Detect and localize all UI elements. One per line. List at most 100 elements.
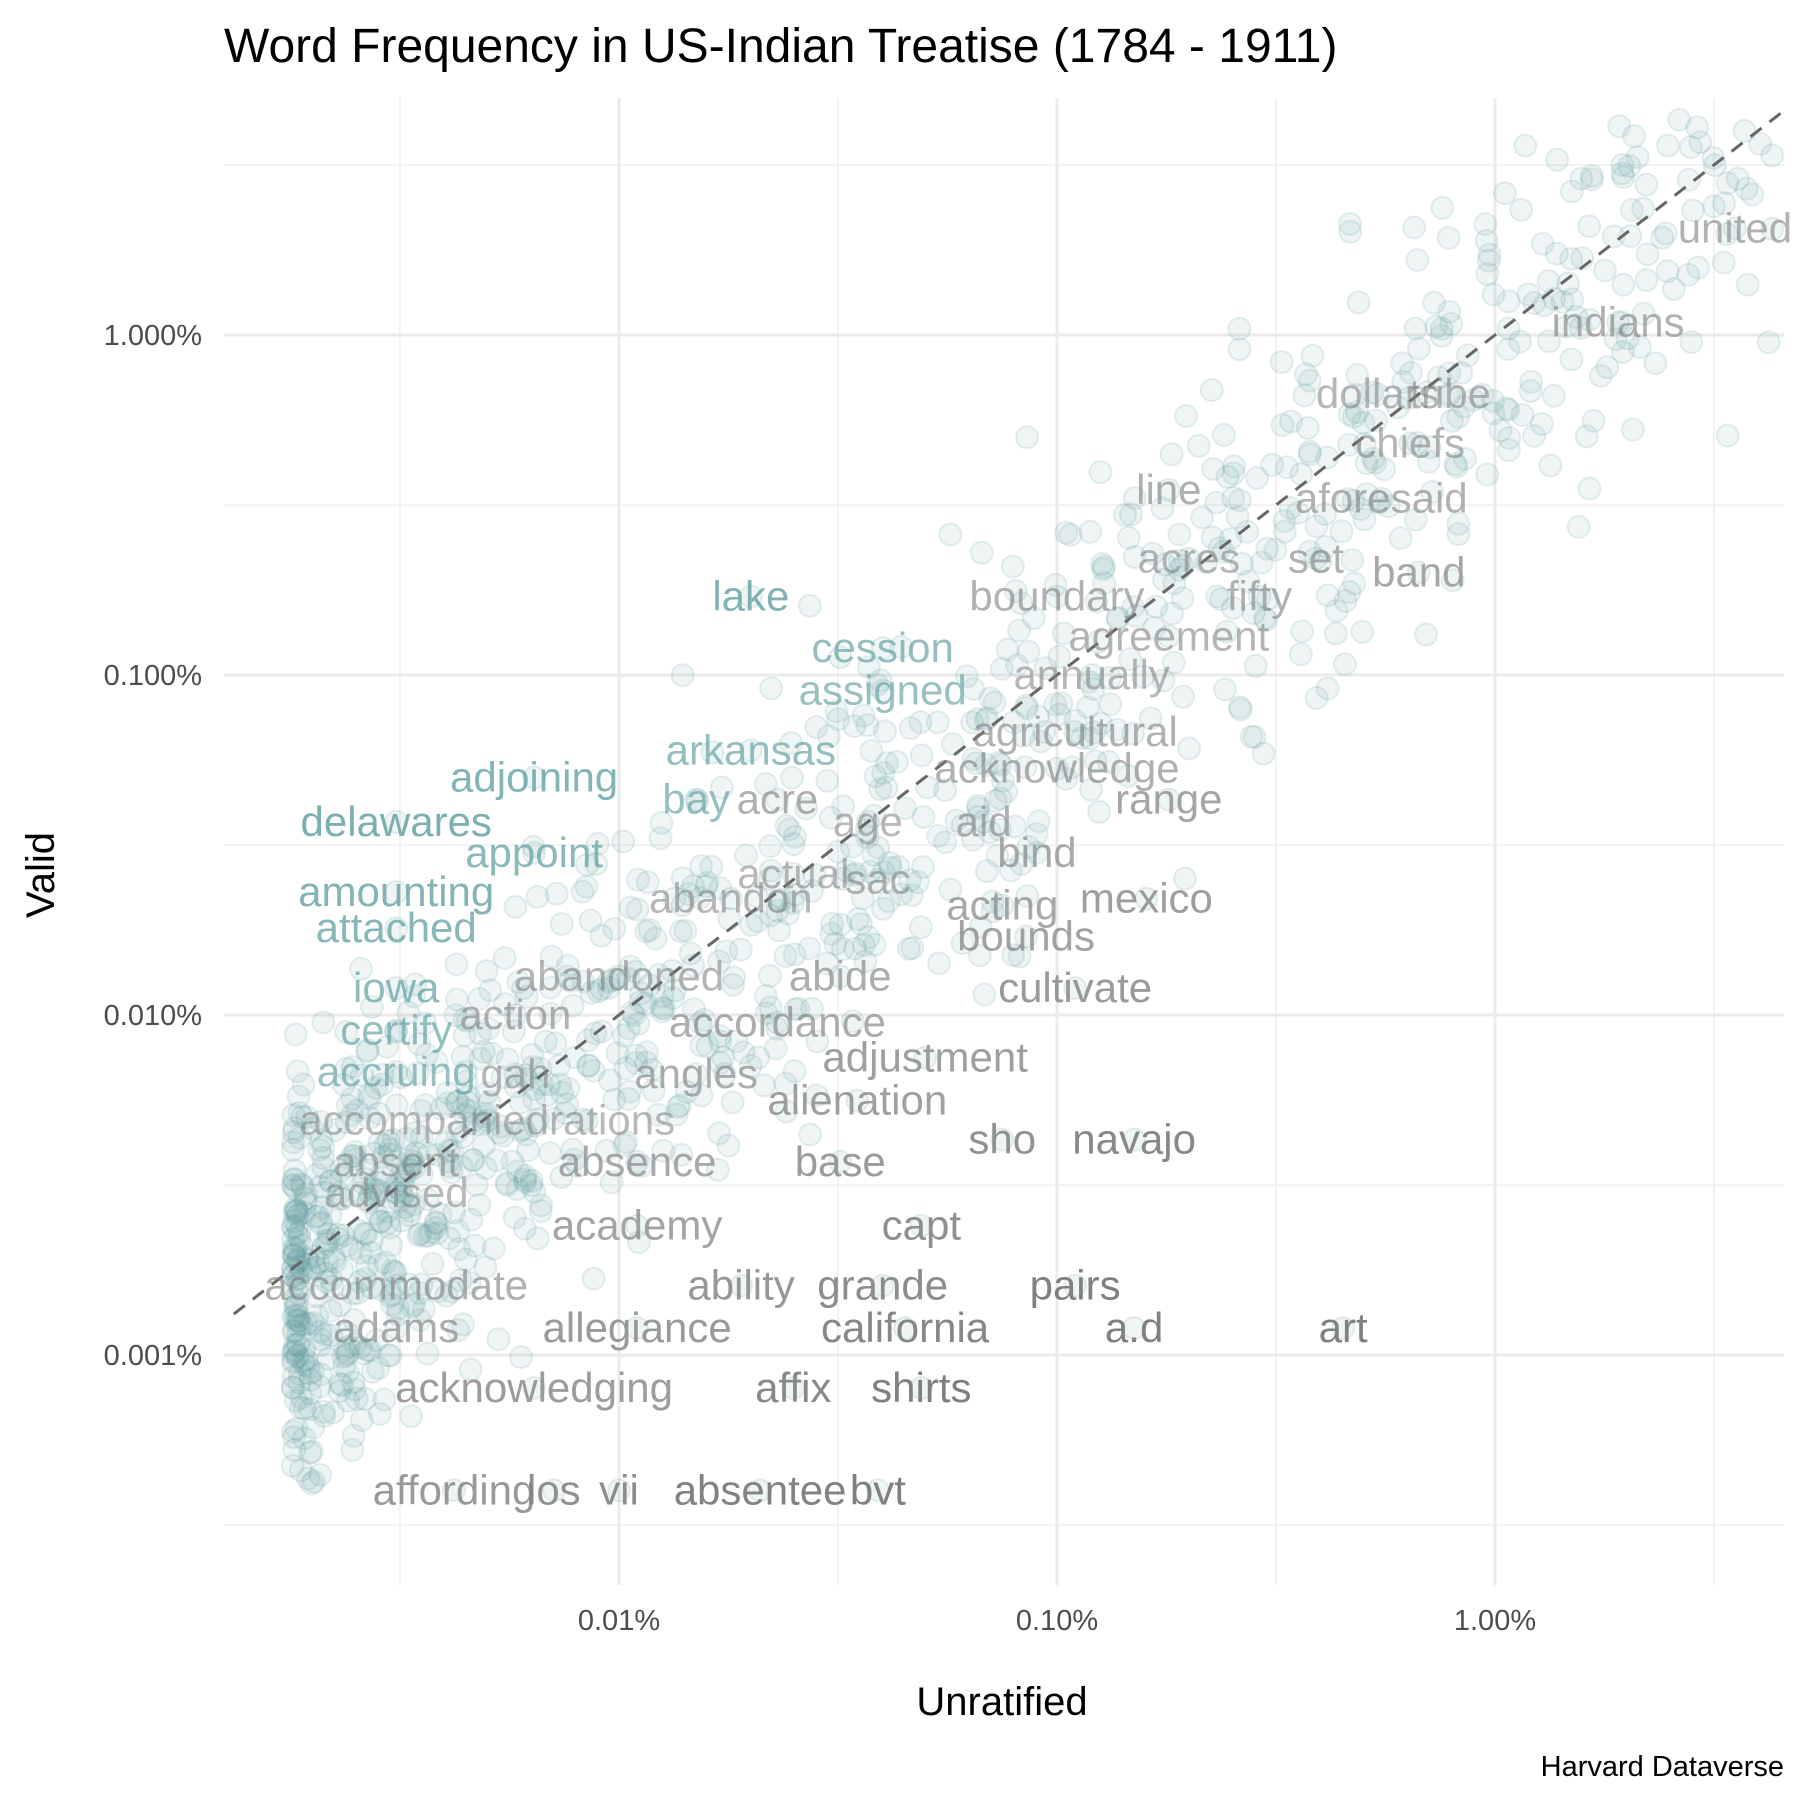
data-point	[503, 894, 528, 919]
word-label: mexico	[1080, 875, 1213, 922]
data-point	[863, 764, 888, 789]
data-point	[574, 1108, 599, 1133]
data-point	[1367, 490, 1392, 515]
data-point	[1152, 552, 1177, 577]
data-point	[855, 713, 880, 738]
data-point	[454, 1069, 479, 1094]
data-point	[1221, 454, 1246, 479]
data-point	[581, 1058, 606, 1083]
data-point	[331, 1072, 356, 1097]
data-point	[818, 805, 843, 830]
data-point	[708, 876, 733, 901]
data-point	[356, 1082, 381, 1107]
data-point	[282, 1286, 307, 1311]
data-point	[868, 777, 893, 802]
data-point	[342, 1308, 367, 1333]
data-point	[298, 1312, 323, 1337]
data-point	[298, 1381, 323, 1406]
data-point	[288, 1395, 313, 1420]
data-point	[1315, 676, 1340, 701]
data-point	[505, 1177, 530, 1202]
data-point	[954, 664, 979, 689]
data-point	[305, 1284, 330, 1309]
data-point	[584, 852, 609, 877]
data-point	[651, 996, 676, 1021]
data-point	[1577, 476, 1602, 501]
data-point	[1167, 548, 1192, 573]
data-point	[340, 1144, 365, 1169]
data-point	[752, 1073, 777, 1098]
data-point	[1308, 549, 1333, 574]
data-point	[711, 1045, 736, 1070]
data-point	[1009, 591, 1034, 616]
data-point	[637, 917, 662, 942]
data-point	[634, 1040, 659, 1065]
word-label: allegiance	[543, 1304, 732, 1351]
data-point	[594, 1138, 619, 1163]
word-label: iowa	[353, 964, 440, 1011]
data-point	[307, 1137, 332, 1162]
data-point	[1235, 519, 1260, 544]
data-point	[651, 1138, 676, 1163]
data-point	[514, 1122, 539, 1147]
word-label: lake	[712, 573, 789, 620]
data-point	[974, 859, 999, 884]
data-point	[624, 1043, 649, 1068]
data-point	[614, 1130, 639, 1155]
data-point	[908, 915, 933, 940]
data-point	[311, 1145, 336, 1170]
data-point	[500, 1149, 525, 1174]
labelled-data-point	[865, 867, 890, 892]
data-point	[1439, 311, 1464, 336]
data-point	[722, 965, 747, 990]
data-point	[875, 751, 900, 776]
data-point	[966, 796, 991, 821]
data-point	[452, 1007, 477, 1032]
data-point	[1199, 378, 1224, 403]
data-point	[323, 1249, 348, 1274]
labelled-data-point	[1406, 560, 1431, 585]
data-point	[1518, 378, 1543, 403]
data-point	[394, 1126, 419, 1151]
data-point	[450, 1044, 475, 1069]
data-point	[406, 1223, 431, 1248]
data-point	[1295, 415, 1320, 440]
data-point	[1341, 404, 1366, 429]
data-point	[555, 953, 580, 978]
data-point	[1021, 606, 1046, 631]
data-point	[1650, 225, 1675, 250]
data-point	[281, 1227, 306, 1252]
data-point	[664, 1102, 689, 1127]
data-point	[1323, 621, 1348, 646]
data-point	[1390, 351, 1415, 376]
data-point	[1715, 423, 1740, 448]
data-point	[444, 1090, 469, 1115]
data-point	[458, 1357, 483, 1382]
data-point	[1083, 749, 1108, 774]
data-point	[287, 1201, 312, 1226]
data-point	[878, 855, 903, 880]
data-point	[308, 1211, 333, 1236]
word-label: pairs	[1030, 1262, 1121, 1309]
data-point	[977, 820, 1002, 845]
data-point	[361, 1141, 386, 1166]
data-point	[348, 1240, 373, 1265]
data-point	[629, 1153, 654, 1178]
data-point	[766, 918, 791, 943]
data-point	[1078, 519, 1103, 544]
data-point	[1619, 198, 1644, 223]
labelled-data-point	[781, 1375, 806, 1400]
data-point	[662, 978, 687, 1003]
data-point	[1270, 413, 1295, 438]
data-point	[1461, 388, 1486, 413]
labelled-data-point	[1365, 382, 1390, 407]
labelled-data-point	[1045, 756, 1069, 781]
data-point	[1043, 572, 1068, 597]
data-point	[1088, 460, 1113, 485]
data-point	[763, 1036, 788, 1061]
data-point	[372, 1387, 397, 1412]
data-point	[392, 1195, 417, 1220]
data-point	[1026, 809, 1051, 834]
data-point	[292, 1396, 317, 1421]
data-point	[370, 1160, 395, 1185]
